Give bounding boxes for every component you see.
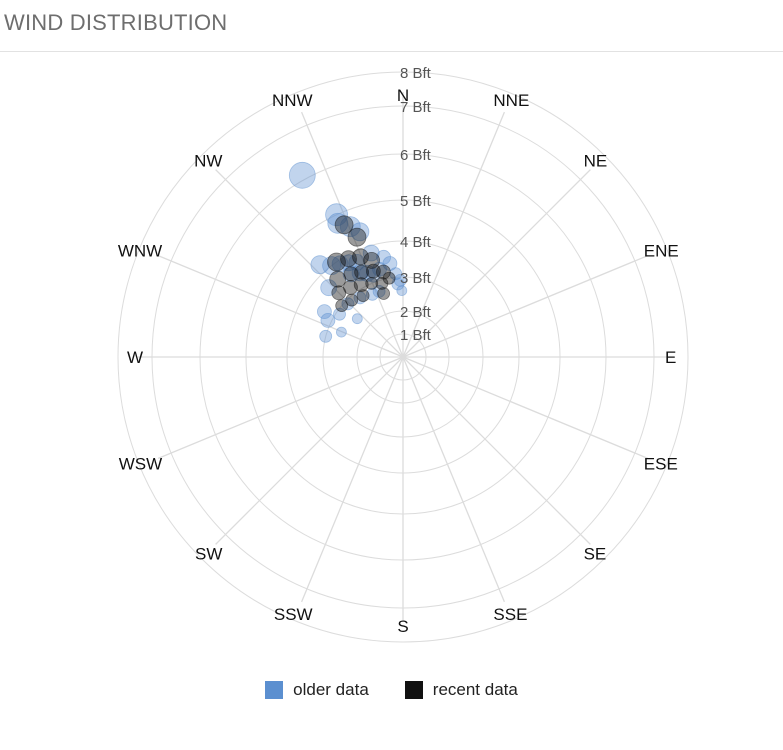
legend-item-recent[interactable]: recent data: [404, 680, 518, 700]
legend-swatch-recent: [404, 681, 423, 699]
spoke-wnw: [157, 254, 404, 358]
direction-label-w: W: [127, 348, 143, 367]
older-data-point-32[interactable]: [351, 313, 363, 325]
older-data-point-4[interactable]: [350, 222, 370, 242]
spoke-nnw: [300, 111, 404, 358]
direction-label-sse: SSE: [493, 605, 527, 624]
grid-ring-8: [117, 71, 689, 643]
spoke-ene: [402, 254, 649, 358]
older-data-point-15[interactable]: [391, 277, 405, 291]
older-data-point-31[interactable]: [335, 326, 347, 338]
spoke-ne: [402, 169, 591, 358]
older-data-point-23[interactable]: [316, 304, 332, 320]
radial-tick-labels: 1 Bft 2 Bft 3 Bft 4 Bft 5 Bft 6 Bft 7 Bft 8 Bft: [400, 65, 432, 344]
direction-label-ene: ENE: [644, 242, 679, 261]
recent-data-point-18[interactable]: [377, 287, 391, 300]
recent-data-point-16[interactable]: [382, 271, 396, 285]
spoke-sse: [402, 356, 506, 603]
legend-label-older: older data: [293, 680, 369, 699]
older-data-point-10[interactable]: [362, 244, 380, 262]
recent-data-point-15[interactable]: [375, 276, 389, 290]
recent-data-point-4[interactable]: [352, 248, 369, 266]
spoke-sw: [215, 356, 404, 545]
recent-data-point-17[interactable]: [356, 289, 370, 303]
spoke-ese: [402, 356, 649, 460]
radial-tick-label: 4 Bft: [400, 234, 432, 251]
series-recent-data: [327, 215, 396, 313]
recent-data-point-19[interactable]: [345, 293, 359, 307]
section-title: WIND DISTRIBUTION: [4, 10, 228, 35]
title-divider: [0, 51, 783, 52]
radial-tick-label: 8 Bft: [400, 65, 432, 82]
older-data-point-3[interactable]: [339, 216, 361, 238]
older-data-point-0[interactable]: [288, 161, 316, 189]
older-data-point-28[interactable]: [365, 287, 379, 301]
radial-tick-label: 6 Bft: [400, 147, 432, 164]
older-data-point-16[interactable]: [396, 285, 408, 297]
spoke-ssw: [300, 356, 404, 603]
radial-tick-label: 1 Bft: [400, 327, 432, 344]
direction-label-ese: ESE: [644, 454, 678, 473]
older-data-point-1[interactable]: [325, 203, 349, 227]
direction-label-s: S: [397, 617, 408, 636]
direction-label-wsw: WSW: [119, 454, 162, 473]
radial-tick-label: 5 Bft: [400, 193, 432, 210]
legend-label-recent: recent data: [432, 680, 518, 699]
recent-data-point-8[interactable]: [354, 264, 370, 280]
direction-label-ssw: SSW: [274, 605, 313, 624]
direction-label-e: E: [665, 348, 676, 367]
direction-label-n: N: [397, 86, 409, 105]
direction-label-nne: NNE: [493, 91, 529, 110]
radial-tick-label: 3 Bft: [400, 270, 432, 287]
radial-tick-label: 7 Bft: [400, 99, 432, 116]
older-data-point-30[interactable]: [319, 329, 333, 343]
recent-data-point-20[interactable]: [335, 299, 349, 313]
wind-rose-chart: 1 Bft 2 Bft 3 Bft 4 Bft 5 Bft 6 Bft 7 Bft 8 Bft…: [117, 65, 689, 643]
legend-swatch-older: [265, 681, 284, 699]
direction-labels: N NNE NE ENE E ESE SE SSE S SSW SW WSW W WNW NW NNW: [118, 86, 679, 636]
direction-label-nw: NW: [194, 151, 222, 170]
direction-label-ne: NE: [584, 151, 608, 170]
direction-label-se: SE: [584, 545, 607, 564]
direction-label-nnw: NNW: [272, 91, 313, 110]
direction-label-wnw: WNW: [118, 242, 162, 261]
spoke-nne: [402, 111, 506, 358]
direction-label-sw: SW: [195, 545, 222, 564]
older-data-point-22[interactable]: [320, 279, 338, 297]
spoke-nw: [215, 169, 404, 358]
spoke-wsw: [157, 356, 404, 460]
recent-data-point-14[interactable]: [365, 276, 379, 290]
older-data-point-2[interactable]: [327, 212, 349, 234]
older-data-point-11[interactable]: [376, 249, 392, 265]
recent-data-point-0[interactable]: [334, 215, 354, 235]
older-data-point-13[interactable]: [389, 267, 403, 281]
chart-legend: older data recent data: [0, 680, 783, 700]
recent-data-point-6[interactable]: [329, 270, 347, 288]
legend-item-older[interactable]: older data: [265, 680, 369, 700]
recent-data-point-13[interactable]: [353, 277, 369, 293]
recent-data-point-1[interactable]: [347, 227, 367, 247]
radial-tick-label: 2 Bft: [400, 304, 432, 321]
direction-spokes: [138, 92, 668, 622]
older-data-point-24[interactable]: [320, 312, 336, 328]
spoke-se: [402, 356, 591, 545]
